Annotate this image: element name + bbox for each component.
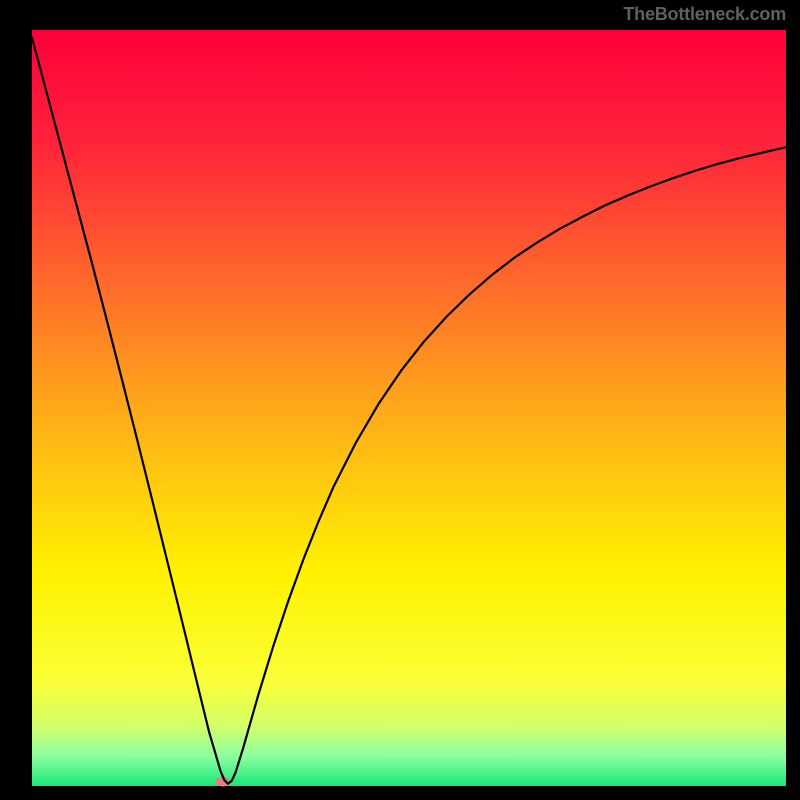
watermark-text: TheBottleneck.com [623,4,786,25]
chart-container: TheBottleneck.com [0,0,800,800]
plot-background [32,30,786,786]
chart-svg [0,0,800,800]
